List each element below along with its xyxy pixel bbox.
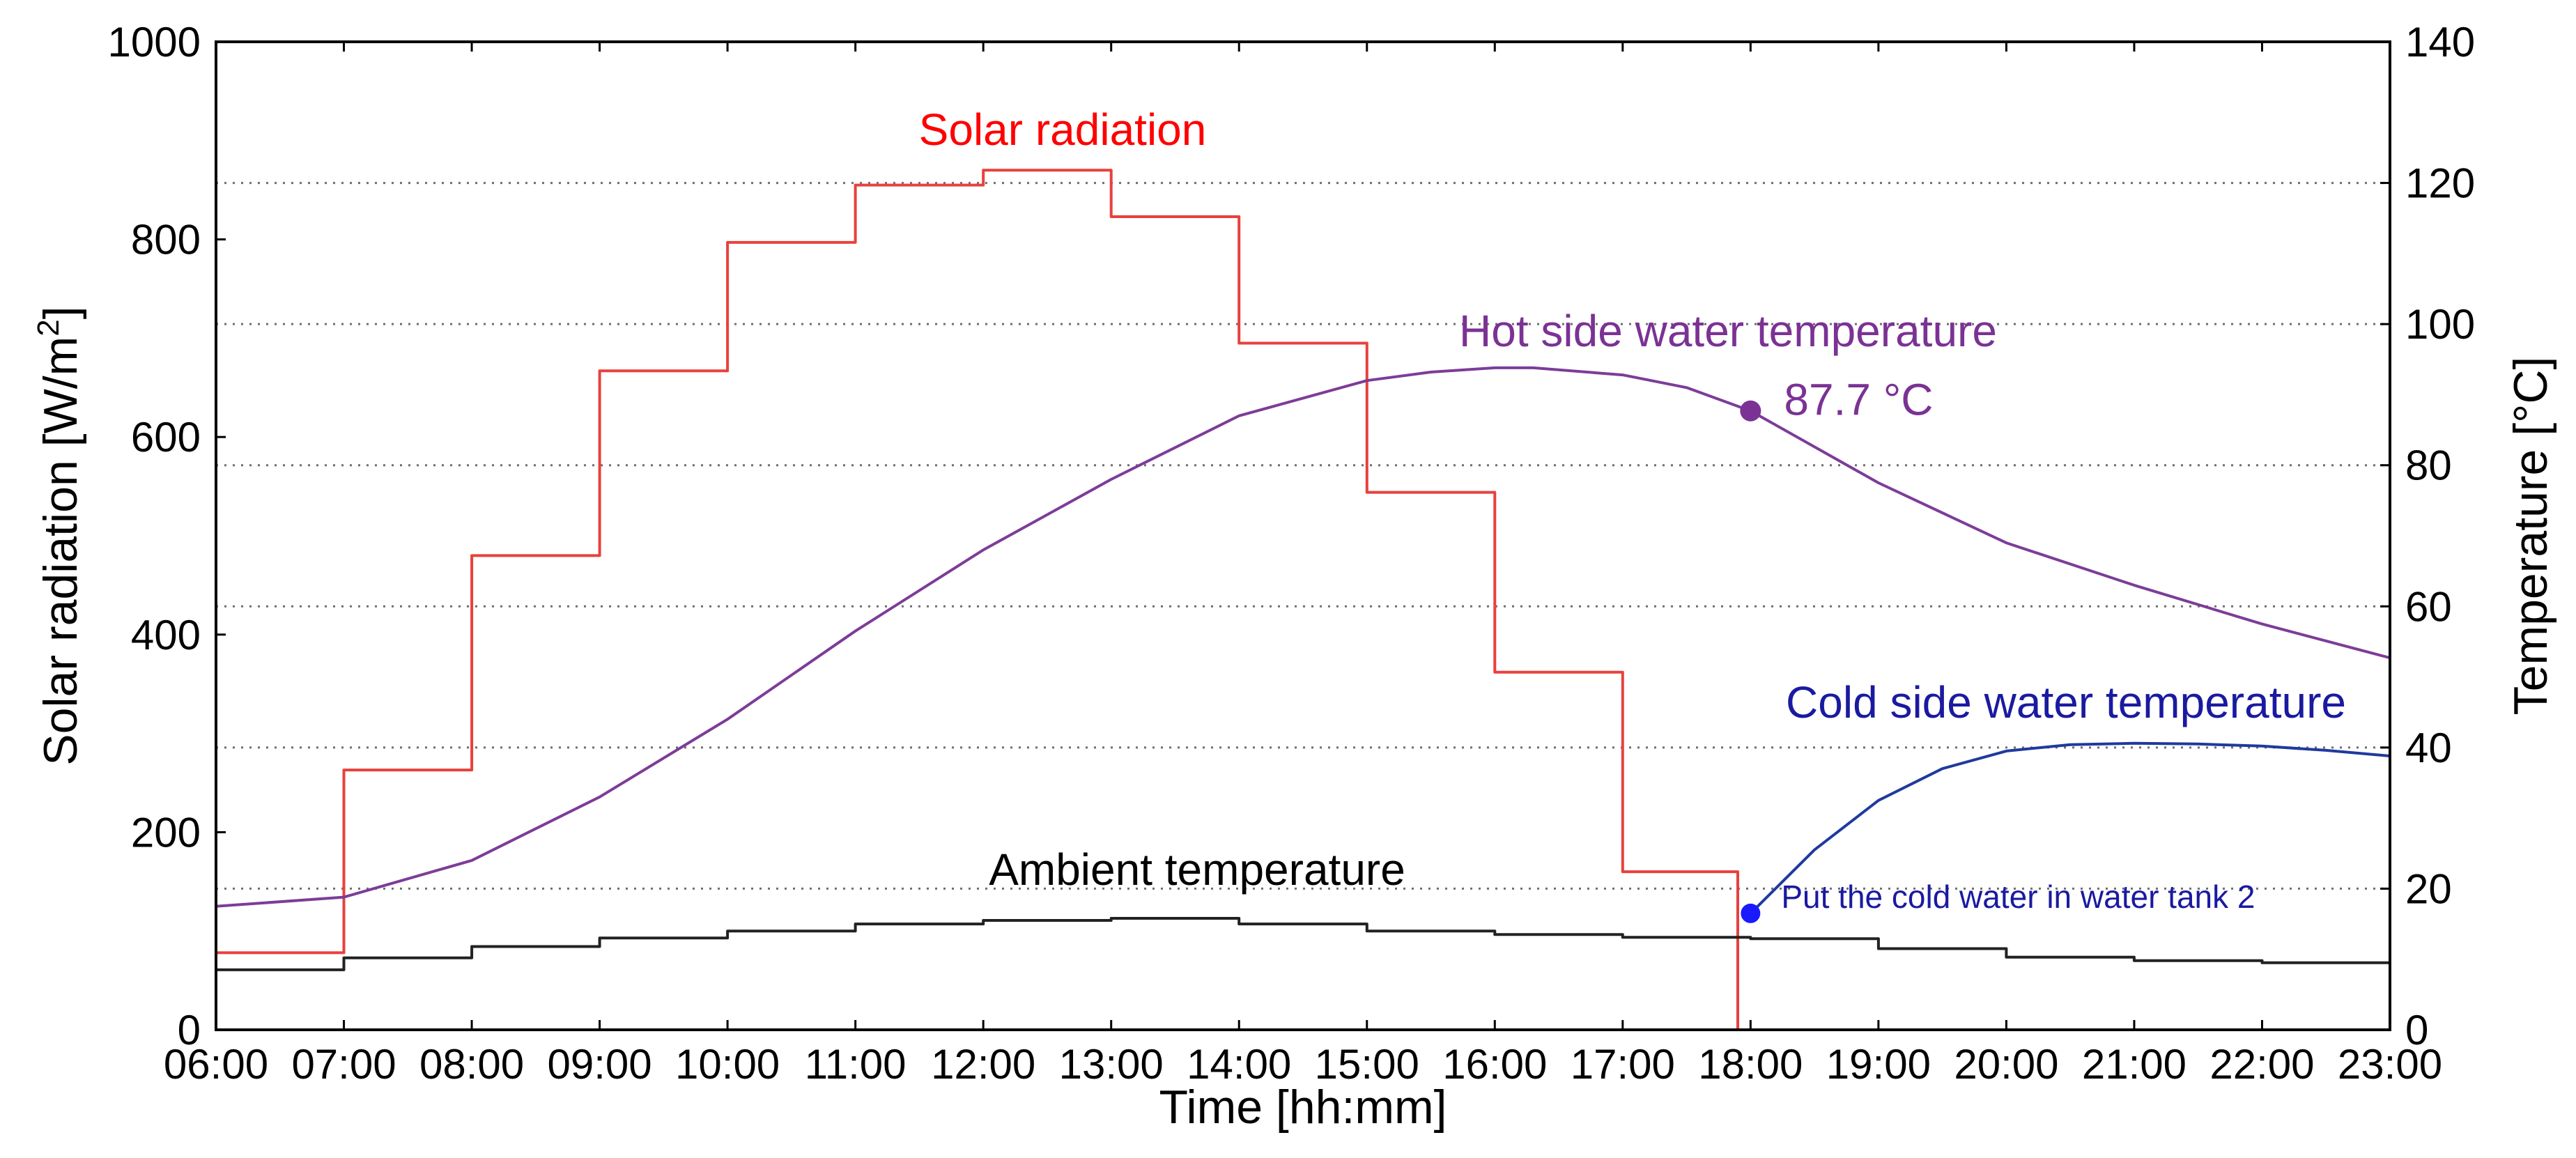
y-left-axis-label-main: Solar radiation [W/m bbox=[34, 337, 87, 766]
x-tick-label: 12:00 bbox=[931, 1041, 1035, 1088]
x-tick-label: 13:00 bbox=[1059, 1041, 1164, 1088]
hot-side-water-temperature-label: Hot side water temperature bbox=[1459, 306, 1997, 356]
cold-side-water-temperature-line bbox=[1749, 741, 2391, 915]
x-tick-label: 15:00 bbox=[1315, 1041, 1419, 1088]
y-right-tick-label: 140 bbox=[2405, 19, 2475, 65]
y-right-tick-label: 120 bbox=[2405, 160, 2475, 207]
x-tick-label: 06:00 bbox=[164, 1041, 268, 1088]
y-right-tick-label: 0 bbox=[2405, 1007, 2428, 1053]
label-layer: Time [hh:mm] Solar radiation [W/m2] Temp… bbox=[31, 306, 2557, 1134]
grid-layer bbox=[216, 182, 2390, 890]
x-tick-label: 14:00 bbox=[1187, 1041, 1291, 1088]
x-tick-label: 16:00 bbox=[1442, 1041, 1547, 1088]
x-tick-label: 19:00 bbox=[1826, 1041, 1931, 1088]
hot-side-water-temperature-line bbox=[215, 366, 2391, 908]
x-tick-label: 20:00 bbox=[1954, 1041, 2058, 1088]
plot-frame bbox=[215, 40, 2391, 1031]
y-left-tick-label: 200 bbox=[131, 809, 201, 856]
solar-radiation-line bbox=[216, 169, 2390, 1031]
x-tick-label: 21:00 bbox=[2082, 1041, 2186, 1088]
cold-side-water-temperature-label: Cold side water temperature bbox=[1786, 677, 2346, 727]
y-right-tick-label: 20 bbox=[2405, 865, 2452, 912]
x-tick-label: 07:00 bbox=[291, 1041, 396, 1088]
annotation-layer: Solar radiation Hot side water temperatur… bbox=[919, 105, 2346, 923]
ambient-temperature-label: Ambient temperature bbox=[989, 844, 1405, 895]
tick-layer: 06:00 07:00 08:00 09:00 10:00 11:00 12:00 13:00… bbox=[108, 19, 2476, 1088]
x-tick-label: 17:00 bbox=[1571, 1041, 1675, 1088]
ambient-temperature-line bbox=[216, 917, 2390, 971]
y-left-tick-label: 600 bbox=[131, 414, 201, 461]
x-tick-label: 08:00 bbox=[419, 1041, 524, 1088]
y-left-axis-label-sup: 2 bbox=[31, 319, 65, 336]
y-left-tick-label: 800 bbox=[131, 217, 201, 263]
x-axis-label: Time [hh:mm] bbox=[1159, 1081, 1447, 1134]
x-tick-label: 11:00 bbox=[805, 1041, 907, 1088]
x-tick-label: 22:00 bbox=[2209, 1041, 2314, 1088]
y-right-axis-label: Temperature [°C] bbox=[2504, 357, 2557, 716]
y-right-tick-label: 80 bbox=[2405, 442, 2452, 489]
hot-peak-marker bbox=[1740, 400, 1761, 422]
y-right-tick-label: 100 bbox=[2405, 301, 2475, 348]
x-tick-label: 09:00 bbox=[548, 1041, 652, 1088]
y-left-tick-label: 1000 bbox=[108, 19, 201, 65]
series-layer bbox=[215, 169, 2391, 1031]
y-left-axis-label: Solar radiation [W/m2] bbox=[31, 306, 87, 765]
y-right-tick-label: 40 bbox=[2405, 725, 2452, 771]
cold-start-annotation: Put the cold water in water tank 2 bbox=[1781, 879, 2255, 915]
solar-radiation-label: Solar radiation bbox=[919, 105, 1207, 155]
y-right-tick-label: 60 bbox=[2405, 583, 2452, 630]
hot-peak-annotation: 87.7 °C bbox=[1784, 375, 1933, 425]
y-left-tick-label: 400 bbox=[131, 612, 201, 658]
x-tick-label: 23:00 bbox=[2338, 1041, 2442, 1088]
x-tick-label: 10:00 bbox=[675, 1041, 780, 1088]
y-left-axis-label-close: ] bbox=[34, 306, 87, 319]
cold-start-marker bbox=[1741, 903, 1761, 923]
x-tick-label: 18:00 bbox=[1698, 1041, 1803, 1088]
y-left-tick-label: 0 bbox=[178, 1007, 201, 1053]
